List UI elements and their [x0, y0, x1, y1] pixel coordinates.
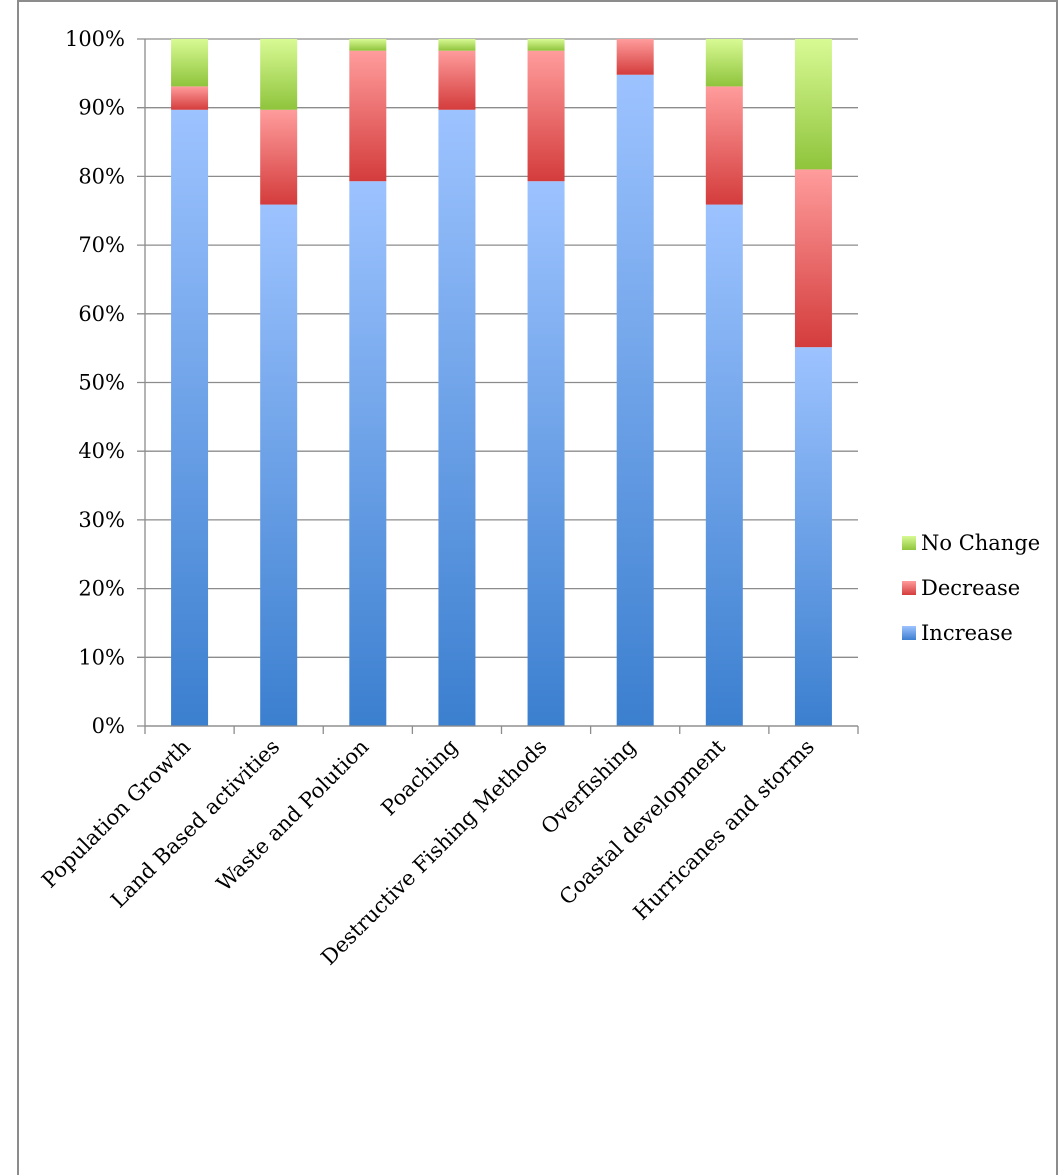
- y-tick-label: 50%: [78, 371, 125, 395]
- bar-decrease-destructive-fishing-methods: [527, 50, 565, 182]
- y-tick-label: 60%: [78, 302, 125, 326]
- legend-label-increase: Increase: [921, 621, 1013, 645]
- bar-no-change-poaching: [438, 39, 476, 51]
- y-tick-label: 20%: [78, 577, 125, 601]
- bar-decrease-hurricanes-and-storms: [794, 169, 832, 348]
- y-tick-label: 70%: [78, 233, 125, 257]
- x-tick-label: Hurricanes and storms: [629, 735, 819, 925]
- legend-swatch-no-change: [902, 536, 916, 550]
- bar-no-change-land-based-activities: [260, 39, 298, 110]
- y-tick-label: 40%: [78, 439, 125, 463]
- bar-increase-hurricanes-and-storms: [794, 347, 832, 726]
- bar-no-change-coastal-development: [705, 39, 743, 87]
- bar-decrease-coastal-development: [705, 86, 743, 205]
- legend-label-decrease: Decrease: [921, 576, 1020, 600]
- bar-increase-waste-and-polution: [349, 181, 387, 727]
- x-tick-label: Coastal development: [555, 734, 730, 909]
- bar-decrease-waste-and-polution: [349, 50, 387, 182]
- y-tick-label: 80%: [78, 164, 125, 188]
- bar-decrease-overfishing: [616, 39, 654, 75]
- y-tick-label: 90%: [78, 96, 125, 120]
- bar-no-change-population-growth: [171, 39, 209, 87]
- bar-no-change-hurricanes-and-storms: [794, 39, 832, 170]
- bar-increase-population-growth: [171, 109, 209, 727]
- bar-increase-destructive-fishing-methods: [527, 181, 565, 727]
- gridlines: [137, 38, 858, 727]
- bar-increase-coastal-development: [705, 204, 743, 726]
- bar-decrease-poaching: [438, 50, 476, 110]
- y-tick-label: 30%: [78, 508, 125, 532]
- legend-swatch-increase: [902, 626, 916, 640]
- legend: No Change Decrease Increase: [902, 531, 1040, 645]
- legend-label-no-change: No Change: [921, 531, 1040, 555]
- y-tick-label: 100%: [65, 27, 125, 51]
- legend-swatch-decrease: [902, 581, 916, 595]
- x-tick-label: Population Growth: [37, 735, 195, 893]
- y-tick-label: 0%: [92, 714, 125, 738]
- y-tick-label: 10%: [78, 645, 125, 669]
- bar-no-change-waste-and-polution: [349, 39, 387, 51]
- bars: [171, 39, 832, 727]
- bar-increase-poaching: [438, 109, 476, 727]
- axis-labels: 0% 10% 20% 30% 40% 50% 60% 70% 80% 90% 100% Populat…: [37, 27, 819, 970]
- axes: [144, 39, 859, 734]
- bar-increase-overfishing: [616, 74, 654, 726]
- x-tick-label: Land Based activities: [106, 735, 284, 913]
- bar-no-change-destructive-fishing-methods: [527, 39, 565, 51]
- bar-decrease-population-growth: [171, 86, 209, 110]
- bar-increase-land-based-activities: [260, 204, 298, 726]
- x-tick-label: Waste and Polution: [212, 735, 373, 896]
- x-tick-label: Poaching: [377, 735, 463, 821]
- bar-decrease-land-based-activities: [260, 109, 298, 205]
